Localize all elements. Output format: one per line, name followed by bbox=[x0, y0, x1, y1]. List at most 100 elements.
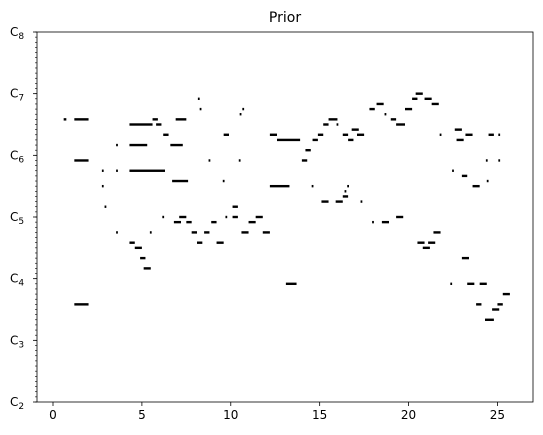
note bbox=[422, 246, 430, 250]
chart-title: Prior bbox=[269, 10, 301, 26]
note bbox=[428, 241, 436, 244]
note bbox=[321, 200, 329, 203]
note bbox=[152, 118, 158, 121]
y-tick-label: C6 bbox=[10, 148, 24, 165]
note bbox=[197, 241, 203, 244]
note bbox=[101, 169, 104, 172]
note bbox=[116, 231, 118, 234]
note bbox=[242, 107, 245, 111]
note bbox=[454, 128, 462, 131]
note bbox=[348, 138, 354, 142]
note bbox=[140, 256, 146, 260]
note bbox=[311, 184, 314, 188]
note bbox=[381, 220, 389, 224]
note bbox=[199, 107, 202, 111]
note bbox=[344, 190, 347, 193]
note bbox=[317, 133, 324, 136]
note bbox=[255, 215, 263, 219]
note bbox=[439, 133, 442, 136]
note bbox=[232, 215, 238, 219]
note bbox=[223, 133, 229, 136]
y-tick-label: C5 bbox=[10, 210, 24, 227]
note bbox=[467, 282, 475, 286]
note bbox=[417, 241, 425, 244]
note bbox=[497, 303, 503, 306]
y-tick-label: C2 bbox=[10, 395, 24, 412]
note bbox=[492, 308, 500, 311]
note bbox=[357, 133, 365, 136]
x-tick-label: 20 bbox=[401, 408, 416, 422]
note bbox=[162, 215, 165, 219]
note bbox=[225, 215, 228, 219]
note bbox=[452, 169, 454, 172]
x-tick-label: 5 bbox=[138, 408, 146, 422]
note bbox=[116, 143, 118, 147]
note bbox=[129, 123, 153, 126]
note bbox=[465, 133, 473, 136]
y-tick-label: C4 bbox=[10, 272, 24, 289]
note bbox=[129, 169, 165, 172]
note bbox=[479, 282, 487, 286]
note bbox=[129, 143, 148, 147]
note bbox=[197, 97, 200, 101]
note bbox=[239, 113, 242, 116]
note bbox=[241, 231, 249, 234]
note bbox=[486, 179, 489, 183]
note bbox=[204, 231, 210, 234]
note bbox=[163, 133, 169, 136]
note bbox=[269, 184, 290, 188]
note bbox=[336, 123, 339, 126]
note bbox=[360, 200, 363, 203]
note bbox=[248, 220, 256, 224]
x-tick-label: 25 bbox=[490, 408, 505, 422]
y-tick-label: C8 bbox=[10, 25, 24, 42]
x-tick-label: 15 bbox=[312, 408, 327, 422]
y-tick-label: C3 bbox=[10, 333, 24, 350]
x-tick-label: 10 bbox=[223, 408, 238, 422]
note bbox=[376, 102, 384, 106]
note bbox=[179, 215, 187, 219]
note bbox=[156, 123, 162, 126]
note bbox=[351, 128, 359, 131]
note bbox=[172, 179, 189, 183]
note bbox=[232, 205, 238, 208]
note bbox=[476, 303, 482, 306]
note bbox=[323, 123, 329, 126]
note bbox=[262, 231, 270, 234]
note bbox=[305, 148, 311, 152]
note bbox=[74, 118, 89, 121]
note bbox=[211, 220, 217, 224]
note bbox=[498, 159, 501, 162]
note bbox=[170, 143, 183, 147]
note bbox=[415, 92, 423, 95]
note bbox=[208, 159, 211, 162]
note bbox=[173, 220, 181, 224]
x-tick-label: 0 bbox=[49, 408, 57, 422]
note bbox=[74, 303, 89, 306]
note bbox=[405, 107, 413, 111]
note bbox=[328, 118, 338, 121]
note bbox=[74, 159, 89, 162]
note bbox=[149, 231, 152, 234]
note bbox=[222, 179, 225, 183]
note bbox=[384, 113, 387, 116]
note bbox=[143, 267, 151, 270]
note bbox=[101, 184, 104, 188]
note bbox=[347, 184, 349, 188]
note bbox=[342, 133, 349, 136]
note bbox=[175, 118, 187, 121]
note bbox=[301, 159, 308, 162]
note bbox=[191, 231, 197, 234]
note bbox=[134, 246, 142, 250]
note bbox=[116, 169, 118, 172]
note bbox=[63, 118, 67, 121]
note bbox=[498, 133, 501, 136]
note bbox=[104, 205, 107, 208]
note bbox=[335, 200, 343, 203]
note bbox=[431, 102, 439, 106]
note bbox=[502, 292, 510, 296]
note bbox=[372, 220, 374, 224]
note bbox=[238, 159, 241, 162]
note bbox=[424, 97, 432, 101]
